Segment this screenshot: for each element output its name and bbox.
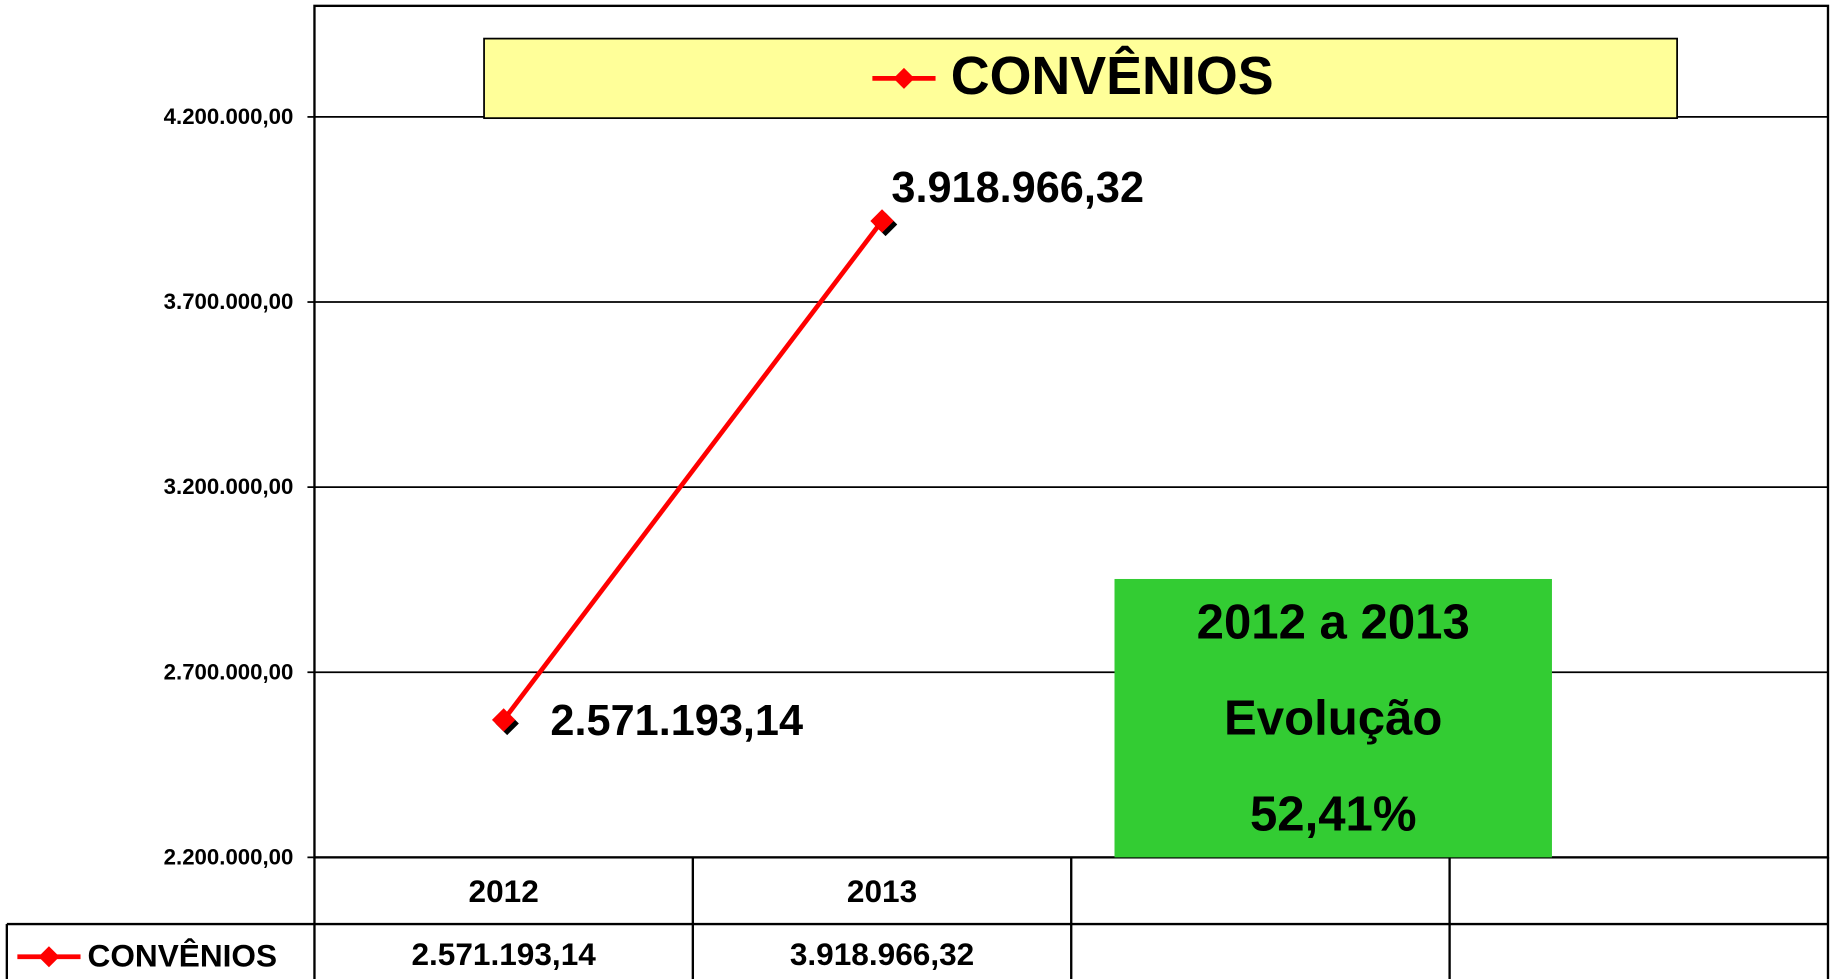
table-series-name: CONVÊNIOS <box>88 937 278 973</box>
data-label: 2.571.193,14 <box>550 697 803 745</box>
data-label: 3.918.966,32 <box>891 164 1144 212</box>
legend-marker <box>893 67 915 89</box>
x-tick-label: 2013 <box>847 873 917 909</box>
table-legend-marker <box>38 946 60 968</box>
table-value: 3.918.966,32 <box>790 936 974 972</box>
annotation-text: Evolução <box>1224 692 1442 746</box>
table-value: 2.571.193,14 <box>411 936 596 972</box>
legend-box <box>483 37 1678 120</box>
annotation-box <box>1114 578 1552 858</box>
y-tick-label: 2.700.000,00 <box>164 659 294 684</box>
y-tick-label: 4.200.000,00 <box>164 104 294 129</box>
annotation-text: 2012 a 2013 <box>1197 596 1470 650</box>
legend-label: CONVÊNIOS <box>951 45 1274 106</box>
series-line <box>501 219 884 722</box>
annotation-text: 52,41% <box>1250 788 1417 842</box>
data-point <box>491 708 516 732</box>
x-tick-label: 2012 <box>469 873 539 909</box>
plot-area <box>313 4 1830 859</box>
y-tick-label: 2.200.000,00 <box>164 844 294 869</box>
y-tick-label: 3.200.000,00 <box>164 474 294 499</box>
y-tick-label: 3.700.000,00 <box>164 289 294 314</box>
data-point <box>870 209 894 233</box>
